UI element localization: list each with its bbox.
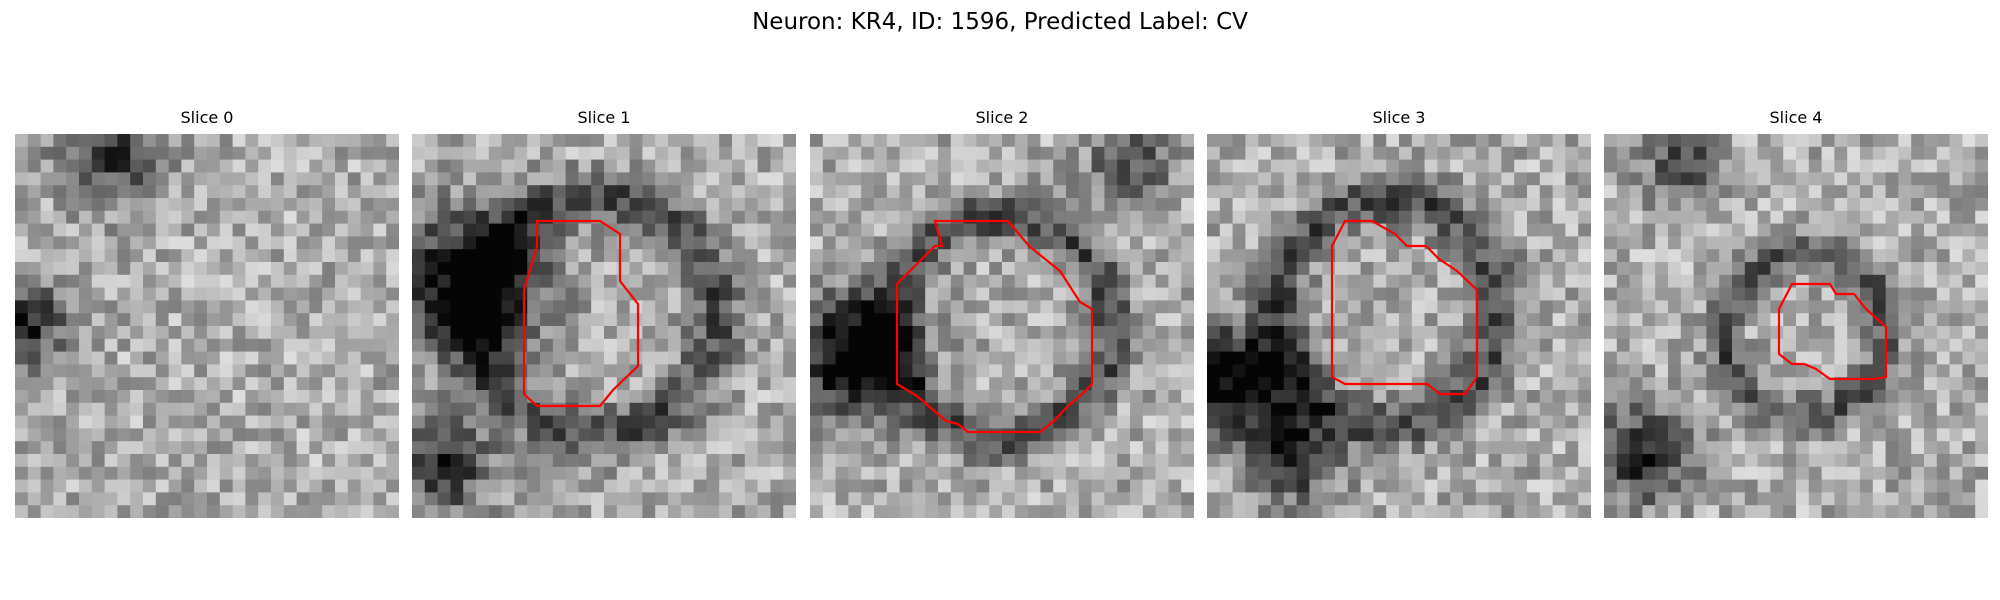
slice-title: Slice 0 xyxy=(180,108,234,127)
grayscale-slice-image xyxy=(810,134,1194,518)
figure-title: Neuron: KR4, ID: 1596, Predicted Label: … xyxy=(752,9,1248,35)
grayscale-slice-image xyxy=(1207,134,1591,518)
slice-title: Slice 1 xyxy=(577,108,631,127)
grayscale-slice-image xyxy=(412,134,796,518)
segmentation-contour xyxy=(522,219,640,408)
slice-title: Slice 4 xyxy=(1769,108,1823,127)
grayscale-slice-image xyxy=(1604,134,1988,518)
segmentation-contour xyxy=(1777,282,1888,381)
segmentation-contour xyxy=(1330,219,1479,396)
slice-title: Slice 2 xyxy=(975,108,1029,127)
grayscale-slice-image xyxy=(15,134,399,518)
segmentation-contour xyxy=(895,219,1094,434)
slice-title: Slice 3 xyxy=(1372,108,1426,127)
